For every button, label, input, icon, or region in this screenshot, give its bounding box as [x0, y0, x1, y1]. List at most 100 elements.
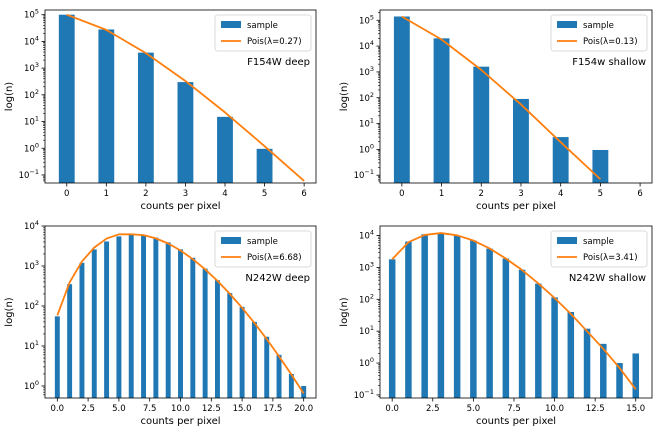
chart3-x-tick-label: 20.0: [294, 404, 313, 414]
chart1-x-tick-label: 4: [222, 189, 227, 199]
chart3-y-tick-label: 103: [24, 259, 39, 272]
chart3-bar: [264, 336, 270, 398]
chart3-poisson-line: [56, 233, 305, 394]
chart4-y-tick-label: 104: [359, 229, 374, 242]
chart2-y-tick-label: 102: [359, 91, 374, 104]
chart3-bar: [190, 257, 196, 398]
chart1-x-tick-label: 0: [64, 189, 69, 199]
chart2-bar: [473, 66, 490, 183]
chart2-y-tick-label: 100: [359, 142, 374, 155]
chart4-x-tick-label: 7.5: [507, 404, 521, 414]
chart3-bar: [79, 262, 85, 398]
chart1-y-tick-label: 10−1: [19, 168, 39, 181]
chart3-bar: [288, 373, 294, 398]
chart3-bar: [54, 316, 60, 398]
chart1-legend-bar-swatch: [221, 21, 241, 28]
chart3-bar: [67, 284, 73, 398]
chart4-bar: [551, 297, 558, 398]
chart4-legend-pois-label: Pois(λ=3.41): [583, 253, 638, 263]
chart4-legend-sample-label: sample: [583, 237, 614, 247]
chart4-bar: [535, 283, 542, 398]
chart2-y-tick-label: 103: [359, 65, 374, 78]
chart2-bar: [513, 98, 529, 183]
chart2-bar: [393, 16, 410, 183]
chart3-x-tick-label: 12.5: [202, 404, 221, 414]
chart4-y-axis-label: log(n): [339, 297, 350, 326]
chart1-y-tick-label: 103: [24, 61, 39, 74]
chart2-x-tick-label: 5: [598, 189, 603, 199]
chart3-x-tick-label: 15.0: [233, 404, 252, 414]
chart2-x-axis-label: counts per pixel: [476, 201, 556, 212]
chart1-x-tick-label: 6: [301, 189, 306, 199]
chart4-x-tick-label: 10.0: [545, 404, 564, 414]
chart2-bar: [433, 38, 450, 183]
chart3-legend-bar-swatch: [221, 237, 241, 244]
chart3-bar: [91, 249, 97, 398]
chart1-x-tick-label: 3: [183, 189, 188, 199]
chart4-bar: [405, 241, 412, 398]
chart1-bar: [217, 116, 233, 183]
chart1-y-tick-label: 104: [24, 34, 39, 47]
chart3-bar: [153, 237, 159, 398]
chart3-annotation: N242W deep: [245, 273, 310, 284]
chart2-axes-frame: [379, 9, 653, 184]
chart1-x-tick-label: 2: [143, 189, 148, 199]
chart4-annotation: N242W shallow: [569, 273, 646, 284]
chart4-y-tick-label: 100: [359, 356, 374, 369]
chart3-bar: [251, 321, 257, 398]
chart3-y-axis-label: log(n): [4, 297, 15, 326]
chart2-legend-pois-label: Pois(λ=0.13): [583, 37, 638, 47]
chart1-legend-sample-label: sample: [247, 21, 278, 31]
chart3-panel: 0.0 2.5 5.0 7.5 10.0 12.5 15.0 17.5 20.0 100 101 10…: [4, 219, 317, 427]
chart4-bar: [453, 235, 461, 398]
chart1-y-axis-label: log(n): [4, 82, 15, 111]
chart2-x-tick-label: 6: [637, 189, 642, 199]
chart2-y-tick-label: 10−1: [354, 168, 374, 181]
chart4-bar: [470, 240, 477, 398]
chart3-bar: [239, 306, 245, 398]
chart4-bar: [437, 233, 445, 398]
chart1-axes-frame: [44, 9, 317, 184]
chart4-legend: sample Pois(λ=3.41): [550, 230, 648, 268]
chart3-legend-sample-label: sample: [247, 237, 278, 247]
chart2-y-tick-label: 101: [359, 117, 374, 130]
chart3-y-tick-label: 100: [24, 379, 39, 392]
chart4-bar: [486, 248, 493, 398]
chart3-x-tick-label: 2.5: [81, 404, 95, 414]
chart2-y-axis-label: log(n): [339, 82, 350, 111]
chart4-poisson-line: [391, 232, 637, 390]
chart2-legend: sample Pois(λ=0.13): [550, 14, 648, 52]
chart3-y-tick-label: 101: [24, 339, 39, 352]
chart4-x-tick-label: 15.0: [626, 404, 645, 414]
chart2-poisson-line: [401, 15, 601, 180]
chart1-legend-pois-label: Pois(λ=0.27): [247, 37, 302, 47]
chart4-y-tick-label: 10−1: [354, 388, 374, 401]
chart3-x-tick-label: 0.0: [51, 404, 65, 414]
chart2-bars: [393, 16, 609, 183]
chart2-panel: 0 1 2 3 4 5 6 10−1 100 101 102 103 104 105 counts per …: [339, 9, 653, 212]
chart3-bar: [116, 236, 122, 398]
chart3-bar: [276, 354, 282, 398]
chart2-y-tick-label: 104: [359, 39, 374, 52]
chart2-x-tick-label: 2: [479, 189, 484, 199]
chart3-bar: [214, 280, 220, 398]
chart2-legend-bar-swatch: [557, 21, 577, 28]
chart1-x-tick-label: 5: [262, 189, 267, 199]
chart4-y-tick-label: 102: [359, 292, 374, 305]
chart3-bar: [141, 235, 147, 398]
chart4-bar: [388, 259, 396, 398]
chart4-bar: [567, 312, 575, 398]
chart1-bar: [98, 29, 115, 183]
chart1-annotation: F154W deep: [247, 57, 310, 68]
chart1-legend: sample Pois(λ=0.27): [214, 14, 312, 52]
chart3-bar: [165, 242, 171, 398]
chart3-legend: sample Pois(λ=6.68): [214, 230, 312, 268]
chart1-x-axis-label: counts per pixel: [140, 201, 220, 212]
chart1-bar: [256, 148, 273, 183]
chart2-x-tick-label: 4: [558, 189, 563, 199]
chart4-bar: [616, 363, 623, 398]
chart2-x-tick-label: 0: [399, 189, 404, 199]
chart3-x-tick-label: 5.0: [112, 404, 126, 414]
chart2-legend-sample-label: sample: [583, 21, 614, 31]
